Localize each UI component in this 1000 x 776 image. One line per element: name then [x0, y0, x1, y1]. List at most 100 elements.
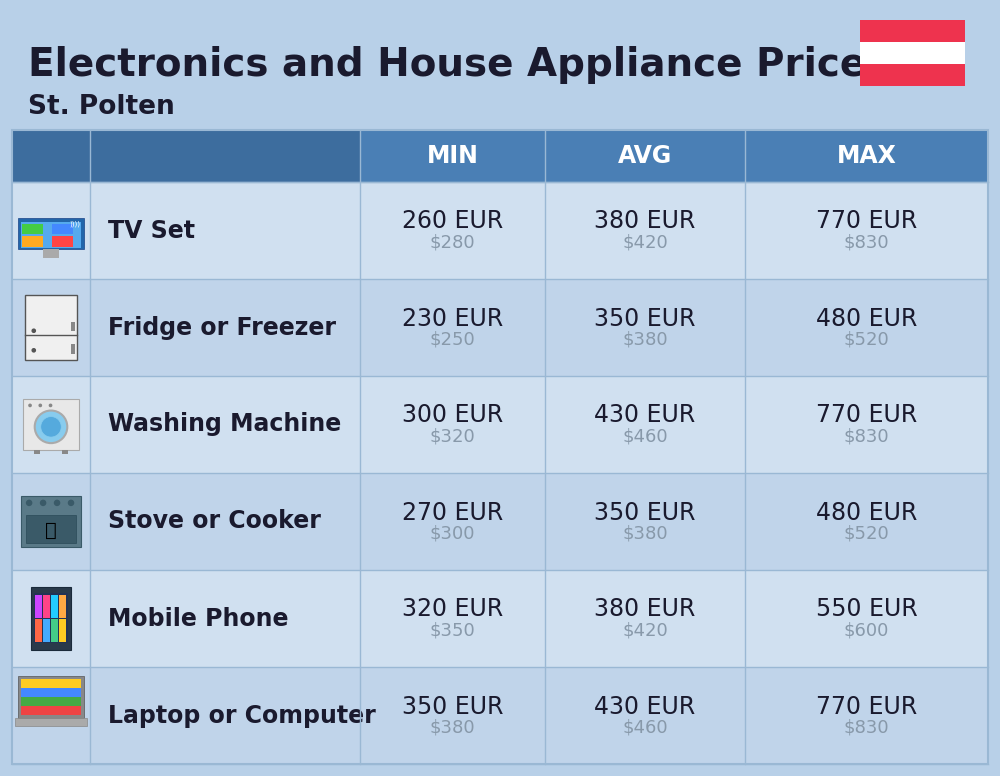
Text: 770 EUR: 770 EUR	[816, 210, 917, 234]
Bar	[12, 130, 360, 182]
Text: 430 EUR: 430 EUR	[594, 404, 696, 428]
Text: Electronics and House Appliance Prices: Electronics and House Appliance Prices	[28, 46, 889, 84]
Bar	[22, 236, 43, 247]
Text: $460: $460	[622, 428, 668, 445]
Text: $380: $380	[430, 719, 475, 736]
Circle shape	[26, 500, 32, 506]
Bar	[860, 20, 965, 42]
Text: Fridge or Freezer: Fridge or Freezer	[108, 316, 336, 340]
Bar	[52, 236, 73, 247]
Text: $380: $380	[622, 525, 668, 542]
Bar	[21, 496, 81, 547]
Text: $420: $420	[622, 622, 668, 639]
Text: $380: $380	[622, 331, 668, 348]
Bar	[23, 399, 79, 450]
Bar	[26, 515, 76, 543]
Bar	[12, 182, 988, 279]
Text: Washing Machine: Washing Machine	[108, 413, 341, 436]
Bar	[12, 473, 988, 570]
Circle shape	[35, 411, 67, 443]
Bar	[860, 42, 965, 64]
Bar	[71, 322, 75, 331]
Bar	[35, 618, 42, 642]
Text: 350 EUR: 350 EUR	[594, 501, 696, 525]
Text: 350 EUR: 350 EUR	[402, 695, 503, 719]
Bar	[18, 218, 84, 249]
Bar	[34, 593, 68, 643]
Text: $280: $280	[430, 234, 475, 251]
Bar	[51, 618, 58, 642]
Text: 770 EUR: 770 EUR	[816, 695, 917, 719]
Text: AVG: AVG	[618, 144, 672, 168]
Bar	[21, 679, 81, 688]
Text: )))): ))))	[70, 220, 81, 227]
Bar	[12, 667, 988, 764]
Circle shape	[49, 404, 52, 407]
Bar	[18, 676, 84, 718]
Text: Stove or Cooker: Stove or Cooker	[108, 510, 321, 534]
Text: $830: $830	[844, 428, 889, 445]
Text: Laptop or Computer: Laptop or Computer	[108, 704, 376, 728]
Bar	[71, 345, 75, 354]
Circle shape	[54, 500, 60, 506]
Text: 480 EUR: 480 EUR	[816, 501, 917, 525]
Text: 380 EUR: 380 EUR	[594, 598, 696, 622]
Text: 430 EUR: 430 EUR	[594, 695, 696, 719]
Bar	[35, 594, 42, 618]
Text: $300: $300	[430, 525, 475, 542]
Bar	[31, 587, 71, 650]
Bar	[59, 618, 66, 642]
Bar	[21, 706, 81, 715]
Bar	[34, 450, 40, 454]
Text: $520: $520	[844, 331, 889, 348]
Text: $600: $600	[844, 622, 889, 639]
Circle shape	[28, 404, 32, 407]
Circle shape	[31, 348, 36, 352]
Bar	[12, 376, 988, 473]
Text: $320: $320	[430, 428, 475, 445]
Circle shape	[40, 500, 46, 506]
Text: 550 EUR: 550 EUR	[816, 598, 917, 622]
Bar	[21, 697, 81, 706]
Circle shape	[68, 500, 74, 506]
Text: 270 EUR: 270 EUR	[402, 501, 503, 525]
Text: St. Polten: St. Polten	[28, 94, 175, 120]
Text: $830: $830	[844, 719, 889, 736]
Bar	[12, 279, 988, 376]
Bar	[860, 64, 965, 86]
Bar	[21, 679, 81, 715]
Bar	[62, 450, 68, 454]
Circle shape	[41, 417, 61, 437]
Text: MAX: MAX	[837, 144, 896, 168]
Text: $460: $460	[622, 719, 668, 736]
Bar	[21, 222, 81, 248]
Circle shape	[38, 404, 42, 407]
Text: $250: $250	[430, 331, 475, 348]
Bar	[22, 223, 43, 234]
Bar	[12, 130, 988, 182]
Text: 380 EUR: 380 EUR	[594, 210, 696, 234]
Bar	[21, 688, 81, 697]
Text: 230 EUR: 230 EUR	[402, 307, 503, 331]
Text: 320 EUR: 320 EUR	[402, 598, 503, 622]
Bar	[43, 618, 50, 642]
Text: TV Set: TV Set	[108, 219, 195, 242]
Text: $420: $420	[622, 234, 668, 251]
Text: 770 EUR: 770 EUR	[816, 404, 917, 428]
Text: 260 EUR: 260 EUR	[402, 210, 503, 234]
Text: Mobile Phone: Mobile Phone	[108, 607, 288, 630]
Text: $350: $350	[430, 622, 475, 639]
Bar	[15, 718, 87, 726]
Text: 480 EUR: 480 EUR	[816, 307, 917, 331]
Bar	[52, 223, 73, 234]
Text: MIN: MIN	[427, 144, 478, 168]
Bar	[25, 295, 77, 360]
Bar	[12, 130, 988, 764]
Bar	[59, 594, 66, 618]
Text: $830: $830	[844, 234, 889, 251]
Text: 350 EUR: 350 EUR	[594, 307, 696, 331]
Text: $520: $520	[844, 525, 889, 542]
Bar	[43, 594, 50, 618]
Bar	[43, 249, 59, 258]
Text: 🔥: 🔥	[45, 521, 57, 540]
